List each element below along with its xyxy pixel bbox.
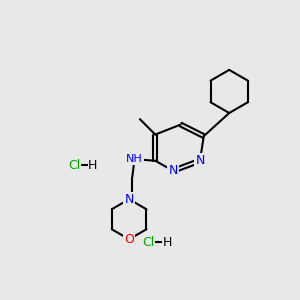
Text: H: H	[163, 236, 172, 249]
Text: Cl: Cl	[142, 236, 154, 249]
Text: N: N	[124, 193, 134, 206]
Text: Cl: Cl	[68, 159, 81, 172]
Text: O: O	[124, 233, 134, 246]
Text: NH: NH	[126, 154, 143, 164]
Text: H: H	[88, 159, 98, 172]
Text: N: N	[168, 164, 178, 177]
Text: N: N	[195, 154, 205, 167]
